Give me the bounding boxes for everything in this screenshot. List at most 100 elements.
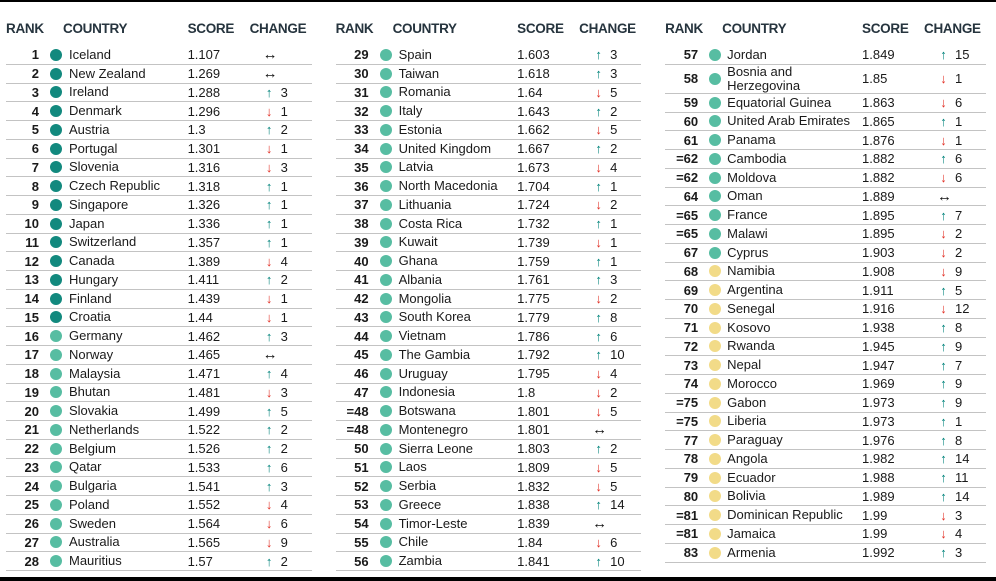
rank-value: 44: [354, 328, 369, 344]
tier-dark-dot-icon: [50, 123, 62, 136]
table-row: 54 Timor-Leste 1.839 ↔: [335, 515, 642, 534]
change-value: 2: [610, 384, 618, 400]
change-cell: ↑ 6: [924, 151, 986, 166]
tier-mid-dot-icon: [379, 461, 392, 474]
table-row: 26 Sweden 1.564 ↓ 6: [6, 515, 312, 534]
tier-mid-dot-icon: [379, 536, 392, 549]
table-row: 2 New Zealand 1.269 ↔: [6, 65, 312, 84]
score-value: 1.739: [517, 234, 550, 250]
country-name: Kosovo: [727, 319, 771, 335]
change-cell: ↑ 9: [924, 339, 986, 354]
change-header: CHANGE: [579, 21, 636, 36]
tier-dark-dot-icon: [50, 86, 62, 99]
tier-yellow-dot-icon: [709, 302, 722, 315]
rank-header: RANK: [335, 21, 374, 36]
country-cell: Equatorial Guinea: [709, 95, 856, 110]
change-value: 2: [280, 441, 288, 457]
rank-value: 32: [354, 103, 369, 119]
tier-mid-dot-icon: [709, 190, 722, 203]
arrow-down-icon: ↓: [940, 71, 947, 87]
country-name: South Korea: [398, 309, 471, 325]
change-cell: ↑ 2: [250, 441, 312, 456]
arrow-up-icon: ↑: [595, 441, 602, 457]
score-value: 1.565: [187, 534, 221, 550]
table-row: =62 Moldova 1.882 ↓ 6: [665, 169, 987, 188]
arrow-up-icon: ↑: [265, 84, 273, 100]
arrow-down-icon: ↓: [265, 253, 273, 269]
change-cell: ↑ 3: [250, 85, 312, 100]
score-value: 1.801: [517, 403, 550, 419]
score-value: 1.945: [862, 338, 895, 354]
country-header: COUNTRY: [392, 21, 457, 36]
score-value: 1.982: [862, 451, 895, 467]
arrow-down-icon: ↓: [595, 478, 602, 494]
arrow-up-icon: ↑: [940, 320, 947, 336]
rank-value: 77: [683, 432, 699, 448]
rank-value: 58: [683, 71, 699, 87]
country-name: Montenegro: [398, 421, 468, 437]
tier-mid-dot-icon: [379, 255, 392, 268]
score-value: 1.732: [517, 216, 550, 232]
country-name: Czech Republic: [69, 178, 161, 194]
rank-value: 83: [683, 545, 699, 561]
score-value: 1.301: [187, 141, 221, 157]
table-row: 77 Paraguay 1.976 ↑ 8: [665, 431, 987, 451]
score-value: 1.903: [862, 245, 895, 261]
change-cell: ↑ 8: [924, 320, 986, 335]
change-value: 6: [280, 516, 288, 532]
change-cell: ↑ 10: [579, 347, 641, 362]
score-value: 1.107: [187, 47, 221, 63]
arrow-down-icon: ↓: [595, 234, 602, 250]
country-name: Australia: [69, 534, 120, 550]
country-name: Malaysia: [69, 365, 121, 381]
country-name: Cambodia: [727, 150, 787, 166]
table-row: 56 Zambia 1.841 ↑ 10: [335, 552, 642, 571]
score-value: 1.411: [187, 272, 220, 288]
arrow-up-icon: ↑: [595, 178, 602, 194]
change-value: 11: [955, 470, 969, 486]
score-value: 1.462: [187, 328, 221, 344]
change-value: 10: [610, 347, 625, 363]
country-cell: Italy: [379, 104, 512, 118]
country-cell: Spain: [379, 47, 512, 62]
country-name: Poland: [69, 496, 110, 512]
table-row: 53 Greece 1.838 ↑ 14: [335, 496, 642, 515]
table-row: 68 Namibia 1.908 ↓ 9: [665, 263, 987, 282]
country-cell: Hungary: [50, 272, 182, 287]
change-value: 8: [610, 309, 618, 325]
tier-mid-dot-icon: [50, 536, 62, 549]
arrow-down-icon: ↓: [595, 84, 602, 100]
score-value: 1.832: [517, 478, 550, 494]
tier-yellow-dot-icon: [709, 415, 722, 428]
arrow-down-icon: ↓: [940, 226, 947, 242]
country-name: Croatia: [69, 309, 111, 325]
rank-value: 70: [683, 301, 699, 317]
country-cell: Mauritius: [50, 554, 182, 568]
change-value: 2: [280, 122, 288, 138]
tier-yellow-dot-icon: [709, 377, 722, 390]
tier-mid-dot-icon: [379, 311, 392, 324]
rank-value: 41: [354, 272, 369, 288]
country-cell: Vietnam: [379, 329, 512, 343]
tier-dark-dot-icon: [50, 67, 62, 80]
rank-value: 18: [24, 366, 39, 382]
score-value: 1.865: [862, 113, 895, 129]
country-cell: Paraguay: [709, 433, 856, 447]
change-cell: ↔: [250, 66, 312, 81]
table-row: 33 Estonia 1.662 ↓ 5: [335, 121, 642, 140]
table-row: 67 Cyprus 1.903 ↓ 2: [665, 244, 987, 263]
tier-mid-dot-icon: [709, 134, 722, 147]
arrow-down-icon: ↓: [940, 507, 947, 523]
rank-value: 25: [24, 497, 39, 513]
tier-mid-dot-icon: [379, 236, 392, 249]
change-value: 3: [610, 66, 618, 82]
table-row: 7 Slovenia 1.316 ↓ 3: [6, 159, 312, 178]
rank-value: 4: [31, 103, 39, 119]
change-cell: ↓ 2: [579, 197, 641, 212]
arrow-up-icon: ↑: [265, 178, 273, 194]
rank-value: 34: [354, 141, 369, 157]
country-name: Ireland: [69, 84, 109, 100]
table-row: =75 Liberia 1.973 ↑ 1: [665, 413, 987, 432]
country-cell: Lithuania: [379, 197, 512, 212]
rank-value: 21: [24, 422, 39, 438]
